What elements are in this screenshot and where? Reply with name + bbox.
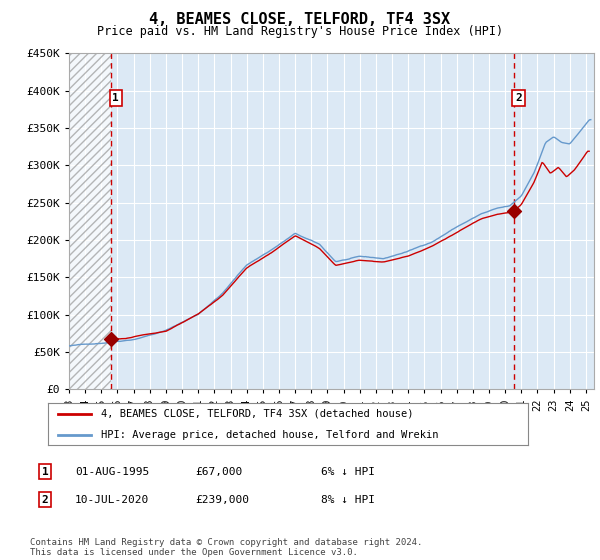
Text: 2: 2 xyxy=(515,93,522,103)
Text: 01-AUG-1995: 01-AUG-1995 xyxy=(75,466,149,477)
Text: 2: 2 xyxy=(41,494,49,505)
Text: 1: 1 xyxy=(112,93,119,103)
Text: Price paid vs. HM Land Registry's House Price Index (HPI): Price paid vs. HM Land Registry's House … xyxy=(97,25,503,38)
Text: HPI: Average price, detached house, Telford and Wrekin: HPI: Average price, detached house, Telf… xyxy=(101,430,438,440)
Text: £239,000: £239,000 xyxy=(195,494,249,505)
Text: 4, BEAMES CLOSE, TELFORD, TF4 3SX (detached house): 4, BEAMES CLOSE, TELFORD, TF4 3SX (detac… xyxy=(101,409,413,419)
Point xyxy=(509,206,518,215)
Text: 6% ↓ HPI: 6% ↓ HPI xyxy=(321,466,375,477)
Point xyxy=(106,335,116,344)
Text: 1: 1 xyxy=(41,466,49,477)
Text: £67,000: £67,000 xyxy=(195,466,242,477)
Text: Contains HM Land Registry data © Crown copyright and database right 2024.
This d: Contains HM Land Registry data © Crown c… xyxy=(30,538,422,557)
Text: 10-JUL-2020: 10-JUL-2020 xyxy=(75,494,149,505)
Text: 4, BEAMES CLOSE, TELFORD, TF4 3SX: 4, BEAMES CLOSE, TELFORD, TF4 3SX xyxy=(149,12,451,27)
Bar xyxy=(69,53,111,389)
Text: 8% ↓ HPI: 8% ↓ HPI xyxy=(321,494,375,505)
